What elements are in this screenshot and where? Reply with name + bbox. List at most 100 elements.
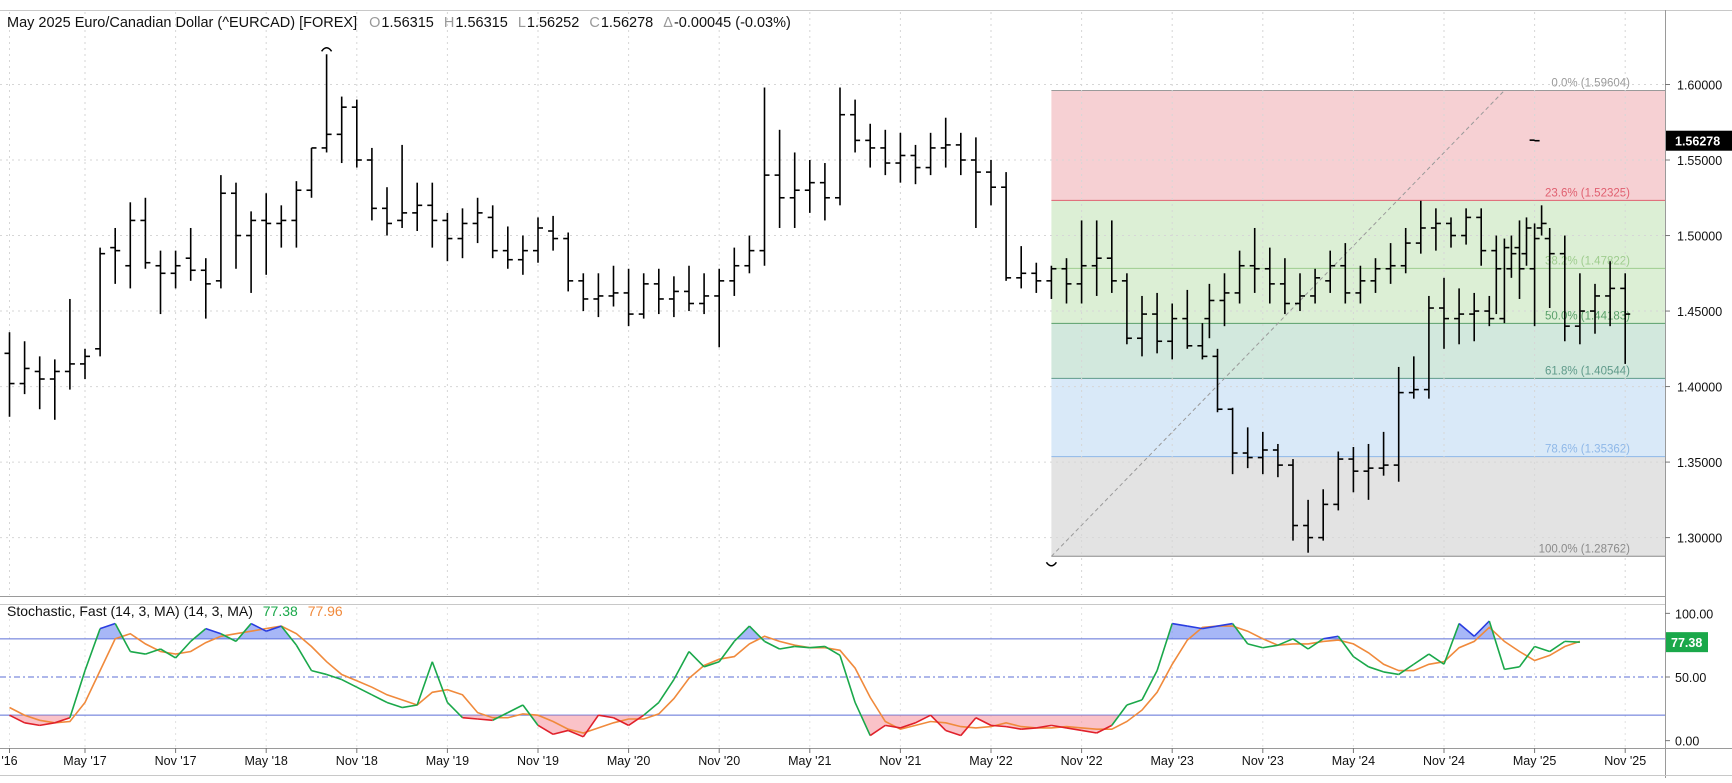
stochastic-k-segment	[341, 678, 358, 688]
time-axis-label: Nov '24	[1423, 754, 1465, 768]
stochastic-k-segment	[1217, 622, 1233, 627]
stochastic-k-segment	[1051, 724, 1067, 729]
ohlc-bar	[608, 265, 619, 307]
ohlc-bar	[563, 232, 574, 292]
stochastic-k-segment	[1036, 724, 1052, 729]
fib-zone	[1051, 90, 1665, 201]
ohlc-bar	[502, 226, 513, 269]
stochastic-k-segment	[1337, 635, 1355, 658]
ohlc-bar	[653, 268, 664, 315]
stochastic-k-segment	[582, 714, 600, 738]
stochastic-last-label: 77.38	[1671, 636, 1702, 650]
stochastic-k-segment	[628, 714, 645, 727]
fibonacci-retracement: 0.0% (1.59604) 23.6% (1.52325) 38.2% (1.47…	[320, 47, 1665, 567]
stochastic-k-segment	[718, 640, 735, 663]
ohlc-bar	[185, 227, 196, 281]
stochastic-k-segment	[1262, 644, 1279, 649]
stochastic-k-segment	[1413, 653, 1430, 665]
stochastic-k-segment	[930, 714, 947, 732]
ohlc-bar	[1574, 273, 1585, 345]
ohlc-bar	[95, 247, 106, 357]
ohlc-bar	[306, 147, 317, 198]
ohlc-bar	[970, 137, 981, 228]
ohlc-bar	[1182, 289, 1193, 349]
stochastic-k-segment	[960, 717, 977, 737]
stochastic-k-segment	[401, 704, 418, 709]
stochastic-k-segment	[537, 724, 554, 735]
fib-zone	[1051, 456, 1665, 557]
price-axis-label: 1.35000	[1677, 456, 1722, 470]
ohlc-bar	[1484, 295, 1495, 327]
ohlc-bar	[1590, 283, 1600, 334]
stochastic-k-segment	[492, 711, 509, 721]
ohlc-bar	[593, 273, 604, 318]
time-axis-label: May '21	[788, 754, 831, 768]
time-axis-label: '16	[1, 754, 17, 768]
ohlc-bar	[699, 273, 710, 315]
ohlc-bar	[442, 212, 453, 262]
stochastic-k-segment	[1202, 625, 1218, 630]
stochastic-k-segment	[1549, 640, 1566, 653]
fib-zone	[1051, 323, 1665, 379]
time-axis-label: May '17	[63, 754, 106, 768]
stochastic-k-segment	[613, 717, 629, 727]
time-axis-label: May '24	[1332, 754, 1375, 768]
stochastic-k-segment	[673, 651, 690, 680]
ohlc-bar	[955, 132, 966, 176]
ohlc-bar	[412, 182, 423, 232]
ohlc-bar	[1061, 258, 1072, 304]
price-axis-label: 1.40000	[1677, 381, 1722, 395]
last-price-label: 1.56278	[1675, 135, 1720, 149]
ohlc-bar	[215, 175, 226, 289]
ohlc-bar	[1076, 220, 1087, 304]
stochastic-k-segment	[477, 718, 493, 722]
stochastic-k-segment	[446, 701, 464, 719]
ohlc-bar	[1378, 431, 1389, 476]
stochastic-k-segment	[205, 627, 222, 635]
fib-trendline	[1051, 90, 1505, 557]
last-price-tag	[1666, 130, 1732, 151]
ohlc-bar	[1499, 238, 1510, 324]
ohlc-bar	[1091, 220, 1102, 296]
stochastic-k-segment	[1005, 725, 1022, 730]
ohlc-bar	[910, 144, 921, 185]
price-axis-label: 1.45000	[1677, 305, 1722, 319]
fib-level-label: 23.6% (1.52325)	[1545, 187, 1630, 199]
ohlc-bar	[170, 250, 181, 289]
ohlc-bar	[1016, 246, 1027, 289]
ohlc-bar-overlay	[1491, 235, 1502, 315]
stochastic-k-segment	[809, 645, 825, 649]
ohlc-bar-overlay	[1400, 227, 1411, 274]
ohlc-bar	[427, 182, 438, 248]
ohlc-bar	[986, 160, 996, 206]
price-axis-label: 1.30000	[1677, 532, 1722, 546]
change-value: -0.00045 (-0.03%)	[674, 15, 791, 31]
ohlc-bar	[110, 227, 121, 284]
stochastic-k-segment	[1277, 638, 1294, 646]
stochastic-k-segment	[1504, 666, 1520, 671]
ohlc-bar	[729, 247, 740, 296]
time-axis-label: May '22	[969, 754, 1012, 768]
header-line: May 2025 Euro/Canadian Dollar (^EURCAD) …	[7, 15, 791, 31]
stochastic-k-segment	[1111, 704, 1128, 726]
time-axis-label: May '20	[607, 754, 650, 768]
stochastic-k-segment	[371, 694, 388, 704]
ohlc-bar	[200, 258, 211, 319]
ohlc-bar	[744, 235, 755, 274]
ohlc-bar	[623, 268, 634, 327]
ohlc-bar	[1469, 292, 1480, 342]
time-axis-label: Nov '22	[1061, 754, 1103, 768]
time-axis-label: Nov '17	[155, 754, 197, 768]
ohlc-bar-overlay	[1234, 250, 1245, 304]
stochastic-k-segment	[84, 628, 101, 671]
price-axis-label: 1.60000	[1677, 78, 1722, 92]
time-axis-label: Nov '25	[1604, 754, 1646, 768]
stochastic-k-segment	[975, 717, 992, 727]
ohlc-bar	[125, 202, 136, 289]
ohlc-bar	[865, 123, 876, 168]
ohlc-bar-overlay	[1385, 243, 1396, 284]
stochastic-k-segment	[748, 625, 766, 642]
stochastic-k-segment	[1352, 655, 1369, 668]
stochastic-k-segment	[1021, 727, 1037, 730]
stochastic-k-segment	[779, 645, 795, 650]
